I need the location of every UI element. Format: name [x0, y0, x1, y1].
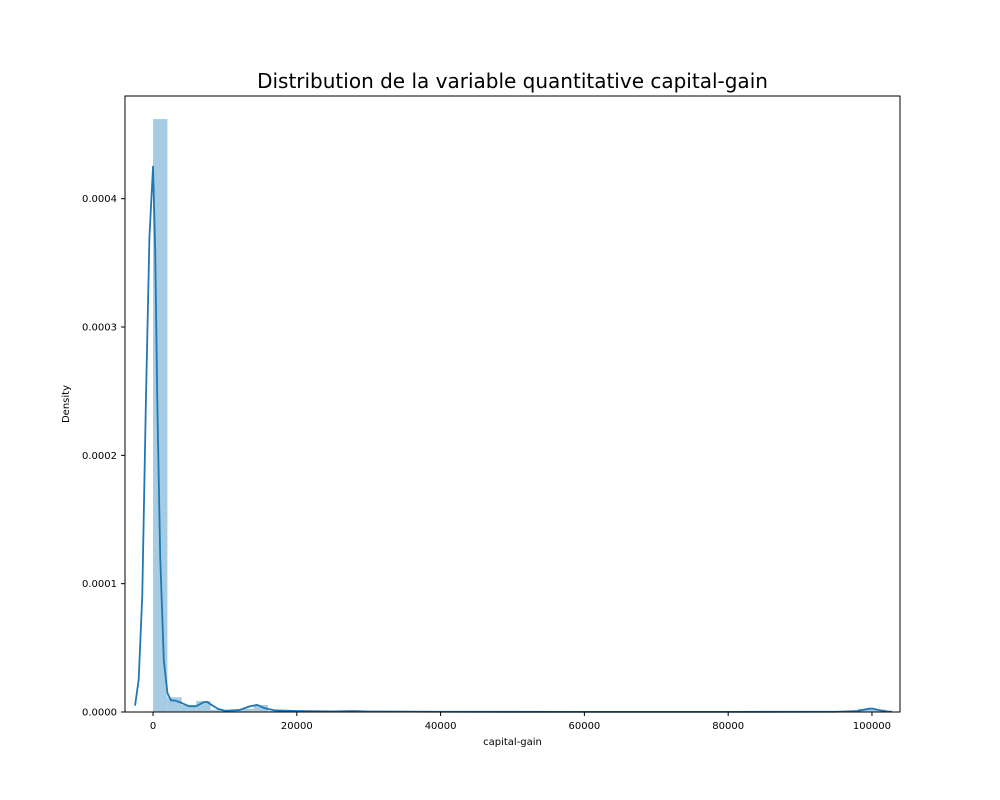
y-tick-label: 0.0002 — [82, 451, 117, 462]
histogram-bar — [181, 704, 197, 712]
histogram-bar — [153, 119, 168, 713]
histogram-bar — [239, 708, 254, 712]
plot-frame — [124, 95, 901, 713]
y-tick-label: 0.0000 — [82, 708, 117, 719]
histogram-bar — [268, 710, 283, 712]
histogram-bar — [196, 701, 211, 712]
y-tick-label: 0.0004 — [82, 194, 117, 205]
x-tick-label: 80000 — [712, 721, 744, 732]
y-axis: 0.0000 0.0001 0.0002 0.0003 0.0004 — [82, 194, 125, 719]
kde-layer — [134, 165, 893, 713]
x-tick-label: 20000 — [281, 721, 313, 732]
histogram-bar — [253, 704, 269, 712]
y-tick-label: 0.0003 — [82, 323, 117, 334]
x-tick-label: 60000 — [568, 721, 600, 732]
histogram-bar — [210, 709, 225, 712]
histogram-bars — [153, 119, 887, 713]
x-axis-label: capital-gain — [483, 737, 542, 748]
chart-title: Distribution de la variable quantitative… — [257, 69, 768, 93]
x-tick-label: 0 — [150, 721, 156, 732]
kde-line — [134, 165, 893, 713]
x-axis: 0 20000 40000 60000 80000 100000 — [150, 712, 891, 732]
y-tick-label: 0.0001 — [82, 579, 117, 590]
histogram-bar — [224, 710, 240, 712]
y-axis-label: Density — [61, 385, 72, 423]
x-tick-label: 100000 — [853, 721, 891, 732]
x-tick-label: 40000 — [425, 721, 457, 732]
